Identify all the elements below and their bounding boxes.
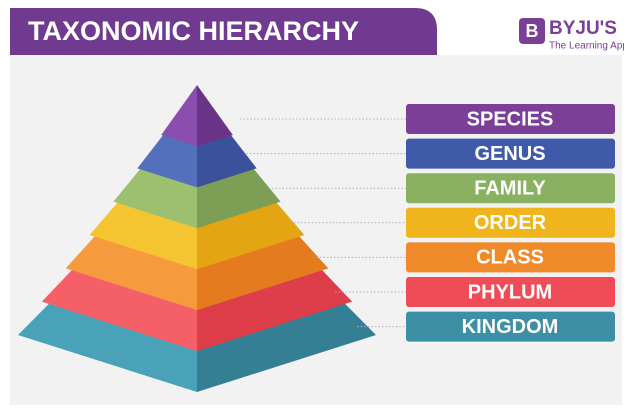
layer-right-face xyxy=(197,130,257,188)
level-box xyxy=(406,173,615,204)
title: TAXONOMIC HIERARCHY xyxy=(28,16,359,46)
logo-icon-letter: B xyxy=(526,21,539,41)
layer-left-face xyxy=(41,263,197,352)
layer-left-face xyxy=(18,296,197,392)
level-box xyxy=(406,207,615,238)
layer-right-face xyxy=(197,263,353,352)
level-label: GENUS xyxy=(474,143,545,165)
level-label: SPECIES xyxy=(467,108,554,130)
logo-icon xyxy=(519,18,545,44)
level-label: FAMILY xyxy=(474,177,546,199)
title-banner xyxy=(10,8,437,55)
level-label: PHYLUM xyxy=(468,281,552,303)
level-box xyxy=(406,277,615,307)
layer-left-face xyxy=(137,130,197,188)
level-box xyxy=(406,242,615,273)
level-box xyxy=(406,104,615,134)
layer-right-face xyxy=(197,85,233,147)
logo-brand: BYJU'S xyxy=(549,18,617,39)
layer-right-face xyxy=(197,296,376,392)
level-label: ORDER xyxy=(474,212,547,234)
layer-left-face xyxy=(65,230,197,311)
level-box xyxy=(406,311,615,342)
level-label: KINGDOM xyxy=(462,316,559,338)
pyramid xyxy=(18,85,376,392)
level-label: CLASS xyxy=(476,247,544,269)
level-box xyxy=(406,138,615,169)
logo-tagline: The Learning App xyxy=(549,41,624,52)
layer-right-face xyxy=(197,230,329,311)
level-labels: SPECIES GENUS FAMILY ORDER CLASS PHYLUM KINGDO… xyxy=(240,104,615,342)
layer-left-face xyxy=(161,85,197,147)
